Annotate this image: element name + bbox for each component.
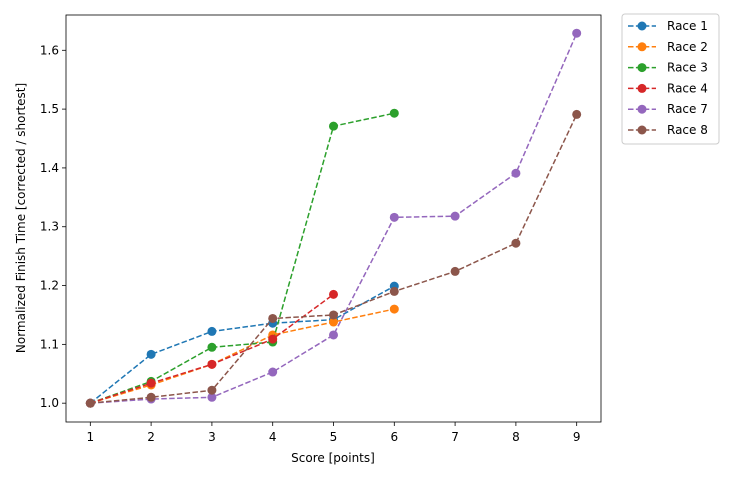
y-tick-label: 1.1 bbox=[40, 337, 59, 351]
data-point bbox=[329, 310, 338, 320]
legend-marker bbox=[637, 83, 647, 93]
data-point bbox=[389, 304, 399, 314]
series-line bbox=[89, 285, 395, 404]
data-point bbox=[268, 313, 278, 323]
x-tick-label: 4 bbox=[269, 430, 277, 444]
y-tick-label: 1.3 bbox=[40, 220, 59, 234]
series-race-3 bbox=[85, 108, 399, 408]
data-point bbox=[389, 108, 399, 118]
data-point bbox=[389, 212, 399, 222]
x-tick-label: 3 bbox=[208, 430, 216, 444]
data-point bbox=[207, 326, 217, 336]
legend-marker bbox=[637, 63, 647, 73]
data-point bbox=[268, 334, 278, 344]
x-axis-label: Score [points] bbox=[291, 451, 375, 465]
data-point bbox=[329, 289, 338, 299]
series-race-8 bbox=[85, 109, 582, 408]
data-point bbox=[329, 121, 338, 131]
legend-label: Race 7 bbox=[667, 102, 708, 116]
y-tick-label: 1.0 bbox=[40, 396, 59, 410]
series-line bbox=[90, 308, 395, 404]
legend-label: Race 1 bbox=[667, 19, 708, 33]
data-point bbox=[450, 211, 460, 221]
data-point bbox=[207, 342, 217, 352]
data-point bbox=[572, 28, 582, 38]
data-point bbox=[146, 392, 156, 402]
data-point bbox=[146, 378, 156, 388]
legend-label: Race 4 bbox=[667, 81, 708, 95]
series-race-2 bbox=[85, 304, 399, 408]
y-tick-label: 1.4 bbox=[40, 161, 59, 175]
y-tick-label: 1.5 bbox=[40, 102, 59, 116]
data-point bbox=[511, 238, 521, 248]
legend-label: Race 2 bbox=[667, 40, 708, 54]
legend-marker bbox=[637, 104, 647, 114]
data-point bbox=[329, 317, 338, 327]
data-point bbox=[511, 168, 521, 178]
legend-marker bbox=[637, 125, 647, 135]
data-point bbox=[268, 367, 278, 377]
series-line bbox=[90, 114, 578, 404]
data-point bbox=[450, 266, 460, 276]
legend-marker bbox=[637, 21, 647, 31]
data-point bbox=[329, 330, 338, 340]
x-tick-label: 6 bbox=[390, 430, 398, 444]
data-point bbox=[207, 359, 217, 369]
data-point bbox=[389, 286, 399, 296]
x-tick-label: 1 bbox=[86, 430, 94, 444]
x-tick-label: 5 bbox=[330, 430, 338, 444]
x-tick-label: 9 bbox=[573, 430, 581, 444]
data-point bbox=[146, 349, 156, 359]
data-point bbox=[85, 398, 95, 408]
y-tick-label: 1.2 bbox=[40, 279, 59, 293]
x-tick-label: 2 bbox=[147, 430, 155, 444]
x-tick-label: 8 bbox=[512, 430, 520, 444]
y-tick-label: 1.6 bbox=[40, 43, 59, 57]
legend-label: Race 3 bbox=[667, 61, 708, 75]
legend-marker bbox=[637, 42, 647, 52]
legend-label: Race 8 bbox=[667, 123, 708, 137]
series-line bbox=[90, 112, 395, 404]
legend: Race 1 Race 2 Race 3 Race 4 Race 7 Race 8 bbox=[621, 13, 720, 145]
data-point bbox=[207, 385, 217, 395]
plot-frame bbox=[65, 14, 602, 423]
data-point bbox=[207, 392, 217, 402]
y-axis-label: Normalized Finish Time [corrected / shor… bbox=[14, 83, 28, 353]
series-line bbox=[90, 32, 578, 404]
x-tick-label: 7 bbox=[451, 430, 459, 444]
data-point bbox=[572, 109, 582, 119]
